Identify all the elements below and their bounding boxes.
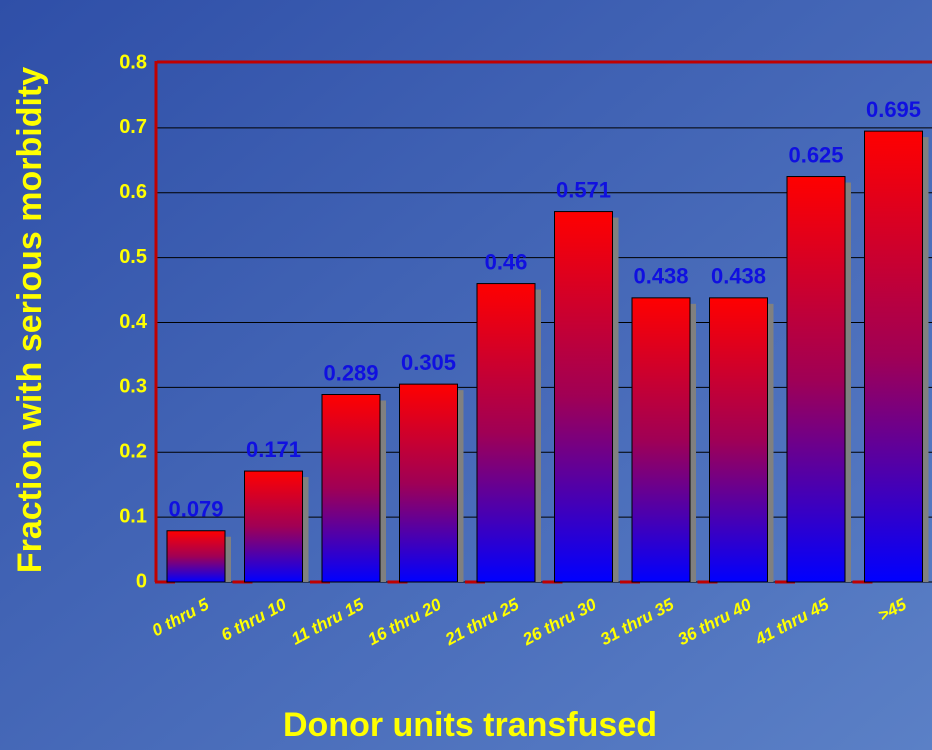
- value-label: 0.695: [866, 97, 921, 122]
- x-axis-title: Donor units transfused: [283, 706, 657, 744]
- y-tick-label: 0.7: [119, 116, 147, 138]
- bar: [786, 176, 846, 583]
- bar: [864, 130, 923, 583]
- value-label: 0.438: [633, 264, 688, 289]
- value-label: 0.438: [711, 264, 766, 289]
- y-tick-label: 0.8: [119, 51, 147, 73]
- bar: [399, 383, 458, 583]
- value-label: 0.625: [788, 142, 843, 167]
- y-tick-label: 0.1: [119, 505, 147, 527]
- bar: [709, 297, 768, 583]
- y-tick-label: 0.2: [119, 441, 147, 463]
- value-label: 0.46: [485, 249, 528, 274]
- y-tick-label: 0.6: [119, 181, 147, 203]
- y-tick-label: 0: [136, 570, 147, 592]
- bar: [166, 530, 226, 583]
- value-label: 0.289: [323, 360, 378, 385]
- bar: [476, 283, 536, 583]
- value-label: 0.571: [556, 177, 611, 202]
- y-axis-title: Fraction with serious morbidity: [11, 67, 49, 573]
- value-label: 0.171: [246, 437, 301, 462]
- y-tick-label: 0.3: [119, 376, 147, 398]
- value-label: 0.079: [168, 497, 223, 522]
- value-label: 0.305: [401, 350, 456, 375]
- bar: [554, 211, 613, 583]
- bar: [244, 470, 303, 583]
- bar: [631, 297, 691, 583]
- y-tick-label: 0.5: [119, 246, 147, 268]
- y-tick-label: 0.4: [119, 311, 148, 333]
- bar: [321, 394, 381, 583]
